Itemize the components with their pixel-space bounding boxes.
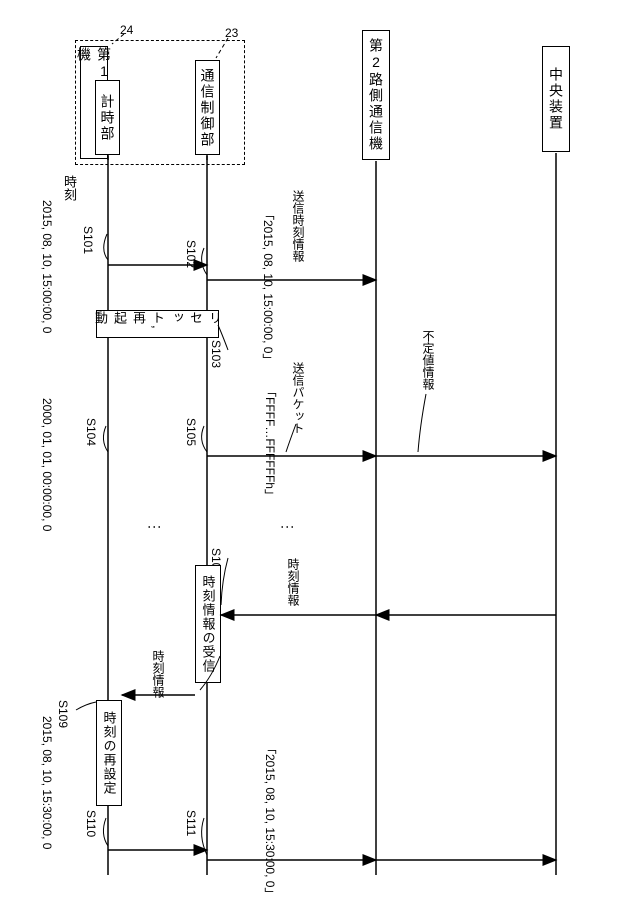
- msg-send-packet: 送信パケット: [290, 362, 307, 434]
- svg-text:⋮: ⋮: [280, 520, 296, 534]
- msg-final-time: 「2015, 08, 10, 15:30:00, 0」: [262, 742, 279, 899]
- s103: S103: [209, 340, 223, 368]
- header-timer-label: 計時部: [98, 94, 118, 142]
- msg-send-time-payload: 「2015, 08, 10, 15:00:00, 0」: [260, 208, 277, 365]
- diagram-canvas: 第1路側通信機 計時部 通信制御部 24 23 第2路側通信機 中央装置 時刻 …: [0, 0, 622, 906]
- ref-23: 23: [225, 26, 238, 40]
- time-reset-text: 2000, 01, 01, 00:00:00, 0: [40, 398, 54, 531]
- seq-reset-box: リセット, 再起動: [96, 310, 219, 338]
- msg-time-info-right: 時刻情報: [285, 558, 302, 606]
- s101: S101: [81, 226, 95, 254]
- s102: S102: [184, 240, 198, 268]
- header-central: 中央装置: [542, 46, 570, 152]
- s110: S110: [84, 810, 98, 837]
- s109: S109: [56, 700, 70, 728]
- msg-ffff: 「FFFF…FFFFFFh」: [262, 385, 279, 501]
- seq-recv-time: 時刻情報の受信: [195, 565, 221, 683]
- svg-text:⋮: ⋮: [147, 520, 163, 534]
- ref-24: 24: [120, 23, 133, 37]
- header-rsu2: 第2路側通信機: [362, 30, 390, 160]
- msg-indef: 不定値情報: [420, 330, 437, 390]
- time1-text: 2015, 08, 10, 15:00:00, 0: [40, 200, 54, 333]
- msg-time-info-left: 時刻情報: [150, 650, 167, 698]
- header-central-label: 中央装置: [546, 67, 566, 131]
- seq-recv-time-text: 時刻情報の受信: [199, 575, 218, 673]
- seq-reset-time-text: 時刻の再設定: [100, 711, 119, 795]
- s104: S104: [84, 418, 98, 446]
- time-label: 時刻: [60, 175, 79, 201]
- header-ctrl-label: 通信制御部: [198, 68, 218, 148]
- header-rsu2-label: 第2路側通信機: [366, 38, 386, 152]
- msg-send-time-info: 送信時刻情報: [290, 190, 307, 262]
- s111: S111: [184, 810, 198, 836]
- seq-reset-time: 時刻の再設定: [96, 700, 122, 806]
- seq-reset-text: リセット, 再起動: [91, 311, 224, 337]
- header-ctrl: 通信制御部: [195, 60, 220, 155]
- header-timer: 計時部: [95, 80, 120, 155]
- time2-text: 2015, 08, 10, 15:30:00, 0: [40, 716, 54, 849]
- s105: S105: [184, 418, 198, 446]
